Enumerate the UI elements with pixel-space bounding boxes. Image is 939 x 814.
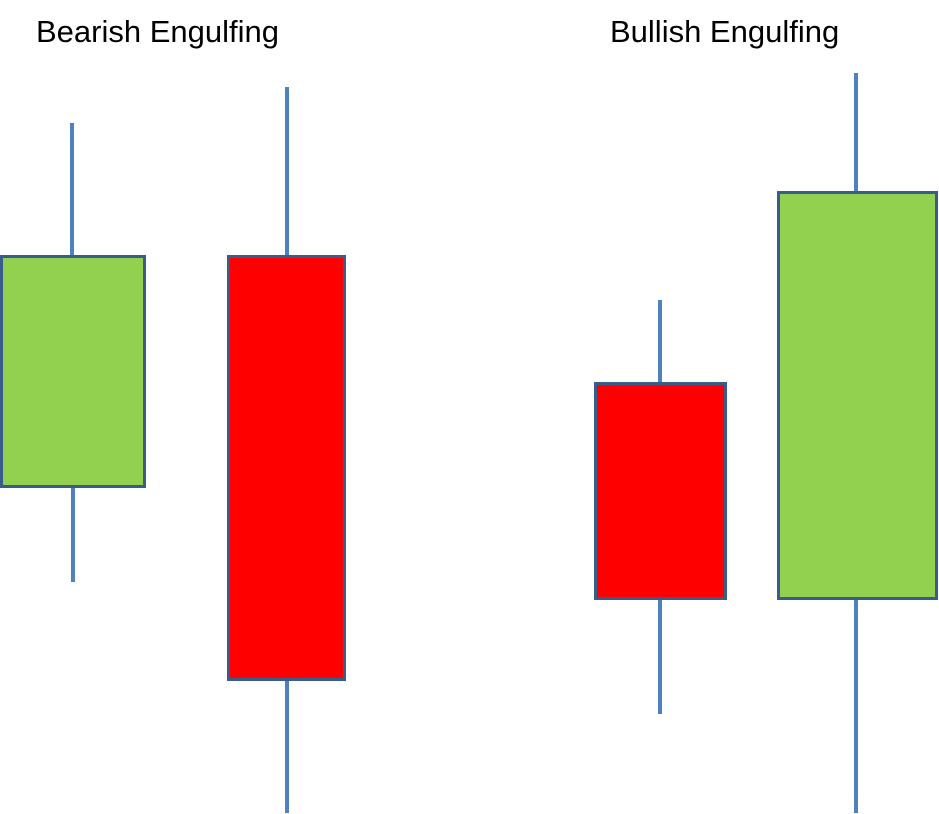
candle-body bbox=[777, 191, 938, 600]
bearish-engulfing-title: Bearish Engulfing bbox=[36, 14, 279, 49]
candle-body bbox=[0, 255, 146, 488]
candle-green-engulfing bbox=[777, 73, 938, 813]
candle-red-engulfing bbox=[227, 87, 346, 813]
candle-green-small bbox=[0, 123, 146, 582]
candle-red-small bbox=[594, 300, 727, 714]
candle-body bbox=[227, 255, 346, 681]
bullish-engulfing-title: Bullish Engulfing bbox=[610, 14, 840, 49]
candle-body bbox=[594, 382, 727, 600]
